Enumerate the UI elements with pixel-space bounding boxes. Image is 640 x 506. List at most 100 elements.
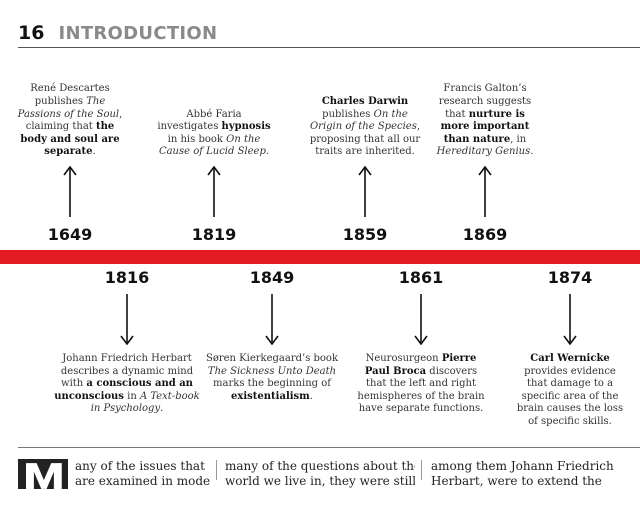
body-text: with [61, 378, 87, 390]
body-text: that damage to a [526, 378, 614, 390]
body-text: marks the beginning of [213, 378, 331, 390]
body-text: describes a dynamic mind [60, 365, 194, 377]
event-description: René Descartes publishes The Passions of t… [0, 83, 140, 159]
event-line: that nurture is [415, 109, 555, 122]
arrow-down-icon [265, 294, 279, 345]
event-line: Carl Wernicke [495, 353, 640, 366]
body-text: of specific skills. [528, 415, 612, 427]
body-text: Johann Friedrich Herbart [62, 353, 192, 364]
event-year: 1819 [191, 225, 237, 244]
event-line: with a conscious and an [52, 378, 202, 391]
body-text: . [92, 146, 96, 158]
arrow-up-icon [63, 166, 77, 217]
event-year: 1816 [104, 268, 150, 287]
event-line: that damage to a [495, 378, 640, 391]
event-line: than nature, in [415, 134, 555, 147]
event-line: Passions of the Soul, [0, 109, 140, 122]
title-text: The [86, 95, 106, 107]
arrow-up-icon [358, 166, 372, 217]
event-line: body and soul are [0, 134, 140, 147]
title-text: Passions of the Soul [17, 108, 120, 120]
drop-cap-letter: M [22, 455, 66, 506]
emphasis-text: existentialism [231, 390, 310, 402]
arrow-down-icon [563, 294, 577, 345]
body-text: provides evidence [524, 365, 616, 377]
body-line: many of the questions about the [225, 459, 415, 473]
arrow-up-icon [207, 166, 221, 217]
event-description: Abbé Faria investigates hypnosis in his bo… [144, 109, 284, 159]
body-text: that the left and right [365, 378, 476, 390]
drop-cap: M [18, 455, 68, 506]
emphasis-text: Paul Broca [364, 365, 427, 377]
body-text: hemispheres of the brain [357, 390, 485, 402]
event-line: that the left and right [346, 378, 496, 391]
page-number: 16 [18, 22, 45, 44]
body-text: . [265, 146, 270, 158]
title-text: On the [226, 133, 261, 145]
emphasis-text: hypnosis [221, 121, 271, 133]
event-line: investigates hypnosis [144, 121, 284, 134]
event-line: specific area of the [495, 391, 640, 404]
event-description: Charles Darwin publishes On the Origin of … [295, 96, 435, 159]
event-year: 1649 [47, 225, 93, 244]
event-line: describes a dynamic mind [52, 366, 202, 379]
emphasis-text: body and soul are [20, 133, 120, 145]
event-description: Carl Wernicke provides evidence that damag… [495, 353, 640, 429]
event-line: Francis Galton’s [415, 83, 555, 96]
body-text: claiming that [25, 121, 96, 133]
column-divider [421, 460, 422, 480]
event-description: Johann Friedrich Herbart describes a dyna… [52, 353, 202, 416]
body-text: publishes [322, 108, 374, 120]
title-text: in Psychology [90, 403, 161, 415]
body-text: traits are inherited. [315, 146, 415, 158]
title-text: A Text-book [139, 390, 200, 402]
column-divider [216, 460, 217, 480]
event-line: Søren Kierkegaard’s book [197, 353, 347, 366]
event-line: traits are inherited. [295, 146, 435, 159]
event-line: Johann Friedrich Herbart [52, 353, 202, 366]
body-text: . [530, 146, 534, 158]
event-line: in Psychology. [52, 403, 202, 416]
emphasis-text: more important [440, 121, 530, 133]
event-year: 1874 [547, 268, 593, 287]
event-line: hemispheres of the brain [346, 391, 496, 404]
event-line: Abbé Faria [144, 109, 284, 122]
event-line: René Descartes [0, 83, 140, 96]
title-text: Origin of the Species [309, 121, 417, 133]
event-description: Søren Kierkegaard’s book The Sickness Unt… [197, 353, 347, 403]
body-text: publishes [34, 95, 87, 107]
body-text: , [416, 121, 421, 133]
emphasis-text: the [96, 121, 115, 133]
emphasis-text: a conscious and an [86, 378, 193, 390]
event-line: brain causes the loss [495, 403, 640, 416]
event-line: marks the beginning of [197, 378, 347, 391]
body-text: Søren Kierkegaard’s book [205, 353, 339, 364]
body-text: in [123, 390, 140, 402]
body-text: research suggests [438, 95, 532, 107]
event-year: 1849 [249, 268, 295, 287]
body-text: Neurosurgeon [365, 353, 442, 364]
event-description: Francis Galton’s research suggests that nu… [415, 83, 555, 159]
event-description: Neurosurgeon Pierre Paul Broca discovers t… [346, 353, 496, 416]
event-line: The Sickness Unto Death [197, 366, 347, 379]
timeline-band [0, 250, 640, 264]
event-line: publishes The [0, 96, 140, 109]
event-line: Paul Broca discovers [346, 366, 496, 379]
body-text: , in [510, 133, 527, 145]
body-text: specific area of the [521, 390, 619, 402]
section-title: INTRODUCTION [58, 23, 218, 44]
body-line: among them Johann Friedrich [431, 459, 614, 473]
event-line: more important [415, 121, 555, 134]
event-line: Cause of Lucid Sleep. [144, 146, 284, 159]
event-line: Hereditary Genius. [415, 146, 555, 159]
body-text: brain causes the loss [516, 403, 624, 415]
title-text: The Sickness Unto Death [207, 365, 337, 377]
page-header: 16 INTRODUCTION [18, 22, 217, 48]
event-line: proposing that all our [295, 134, 435, 147]
event-line: publishes On the [295, 109, 435, 122]
emphasis-text: than nature [443, 133, 511, 145]
event-line: research suggests [415, 96, 555, 109]
emphasis-text: unconscious [54, 390, 124, 402]
event-line: provides evidence [495, 366, 640, 379]
event-line: have separate functions. [346, 403, 496, 416]
